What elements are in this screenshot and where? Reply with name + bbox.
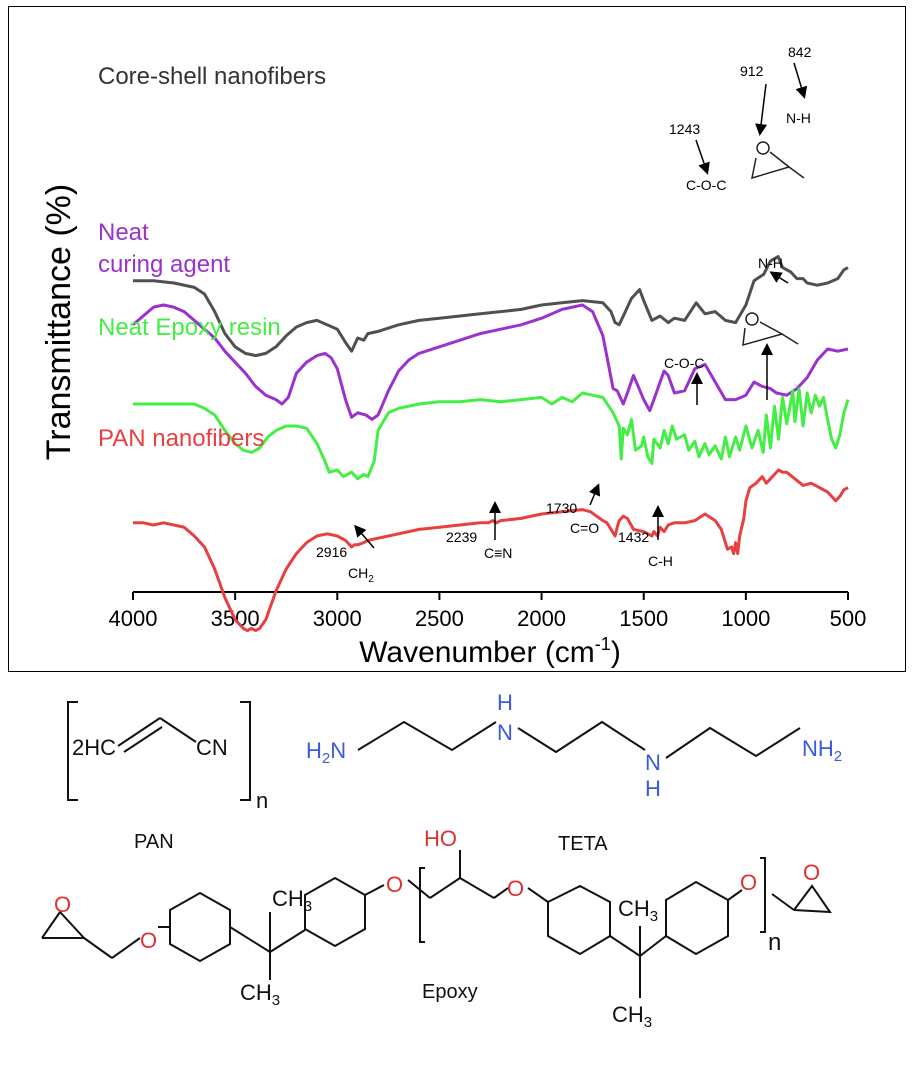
epoxy-ho: HO	[424, 826, 457, 851]
annotation-arrow	[755, 83, 768, 136]
annotation-c-h: C-H	[648, 553, 673, 569]
series-line-neat-epoxy-resin	[133, 387, 850, 481]
annotation-ch2: CH2	[348, 565, 374, 585]
annotation-c-eq-o: C=O	[570, 520, 599, 536]
chemical-structures: 2HC CN n PAN H2N H N N H NH2 TETA	[41, 690, 842, 1031]
epoxy-o-right-ring: O	[803, 860, 820, 885]
series-label-epoxy: Neat Epoxy resin	[98, 314, 281, 341]
teta-nh-top-h: H	[497, 690, 513, 715]
x-axis-label-sup: -1	[595, 634, 611, 654]
annotation-ch2-sub: 2	[368, 574, 374, 585]
series-line-pan-nanofibers	[133, 468, 849, 633]
annotation-2916: 2916	[316, 544, 347, 560]
teta-nh-top-n: N	[497, 720, 513, 745]
epoxide-ring-icon	[742, 312, 799, 347]
pan-label: PAN	[134, 831, 174, 853]
epoxy-ch3-bottom2: CH3	[612, 1002, 652, 1031]
teta-h2n: H2N	[306, 738, 346, 767]
epoxy-subscript: n	[768, 929, 781, 956]
annotation-ch2-main: CH	[348, 565, 368, 581]
annotation-842: 842	[788, 44, 812, 60]
annotation-n-h-mid: N-H	[758, 255, 783, 271]
epoxy-o-ether-4: O	[740, 870, 757, 895]
epoxy-ch3-bottom: CH3	[240, 980, 280, 1009]
teta-nh-bottom-h: H	[645, 776, 661, 801]
x-tick-label: 3000	[313, 606, 362, 631]
annotation-912: 912	[740, 63, 764, 79]
teta-nh2: NH2	[802, 736, 842, 765]
series-label-curing-line2: curing agent	[98, 251, 230, 278]
x-tick-label: 1500	[619, 606, 668, 631]
annotation-1243: 1243	[669, 121, 700, 137]
teta-nh-bottom-n: N	[645, 750, 661, 775]
annotation-1432: 1432	[618, 529, 649, 545]
annotation-c-o-c-mid: C-O-C	[664, 355, 704, 371]
x-tick-label: 1000	[721, 606, 770, 631]
series-line-core-shell-nanofibers	[133, 255, 849, 358]
ftir-chart: Transmittance (%) 4000 3500 3000 2500 2000 15…	[40, 44, 867, 669]
epoxy-o-ether-3: O	[507, 876, 524, 901]
epoxy-o-left-ring: O	[54, 892, 71, 917]
annotation-arrow	[793, 62, 808, 99]
annotation-arrow	[769, 271, 789, 284]
annotation-n-h-top: N-H	[786, 110, 811, 126]
x-tick-label: 2000	[517, 606, 566, 631]
epoxy-structure	[41, 850, 832, 998]
series-label-curing-line1: Neat	[98, 219, 149, 246]
x-tick-label: 2500	[415, 606, 464, 631]
epoxy-o-ether-1: O	[140, 928, 157, 953]
series-line-neat-curing-agent	[132, 303, 849, 421]
pan-left-group: 2HC	[72, 735, 116, 760]
annotation-c-triple-n: C≡N	[484, 545, 512, 561]
epoxy-text: O O CH3 CH3 O HO O CH3 CH3 O n O Epoxy	[54, 826, 820, 1031]
epoxy-label: Epoxy	[422, 981, 478, 1003]
epoxy-ch3-top2: CH3	[618, 896, 658, 925]
series-label-pan: PAN nanofibers	[98, 425, 264, 452]
annotation-arrow	[354, 524, 375, 549]
annotation-c-o-c-top: C-O-C	[686, 177, 726, 193]
x-tick-label: 4000	[109, 606, 158, 631]
chart-frame	[8, 6, 906, 672]
y-axis-label: Transmittance (%)	[40, 184, 78, 460]
spectra-group	[132, 255, 850, 633]
annotation-1730: 1730	[546, 500, 577, 516]
series-label-core-shell: Core-shell nanofibers	[98, 63, 326, 90]
pan-structure: 2HC CN n PAN	[67, 701, 268, 853]
pan-subscript: n	[256, 788, 268, 813]
pan-right-group: CN	[196, 735, 228, 760]
x-axis-label: Wavenumber (cm-1)	[359, 634, 621, 669]
teta-structure: H2N H N N H NH2 TETA	[306, 690, 842, 855]
annotation-2239: 2239	[446, 529, 477, 545]
x-axis-label-close: )	[611, 636, 621, 669]
annotation-arrow	[695, 139, 710, 175]
epoxy-o-ether-2: O	[386, 872, 403, 897]
epoxide-ring-icon	[751, 141, 805, 180]
x-axis-label-main: Wavenumber (cm	[359, 636, 595, 669]
teta-label: TETA	[558, 833, 608, 855]
x-axis-ticks: 4000 3500 3000 2500 2000 1500 1000 500	[109, 592, 867, 631]
annotation-arrow	[588, 483, 601, 506]
epoxy-ch3-top: CH3	[272, 886, 312, 915]
x-tick-label: 500	[830, 606, 867, 631]
